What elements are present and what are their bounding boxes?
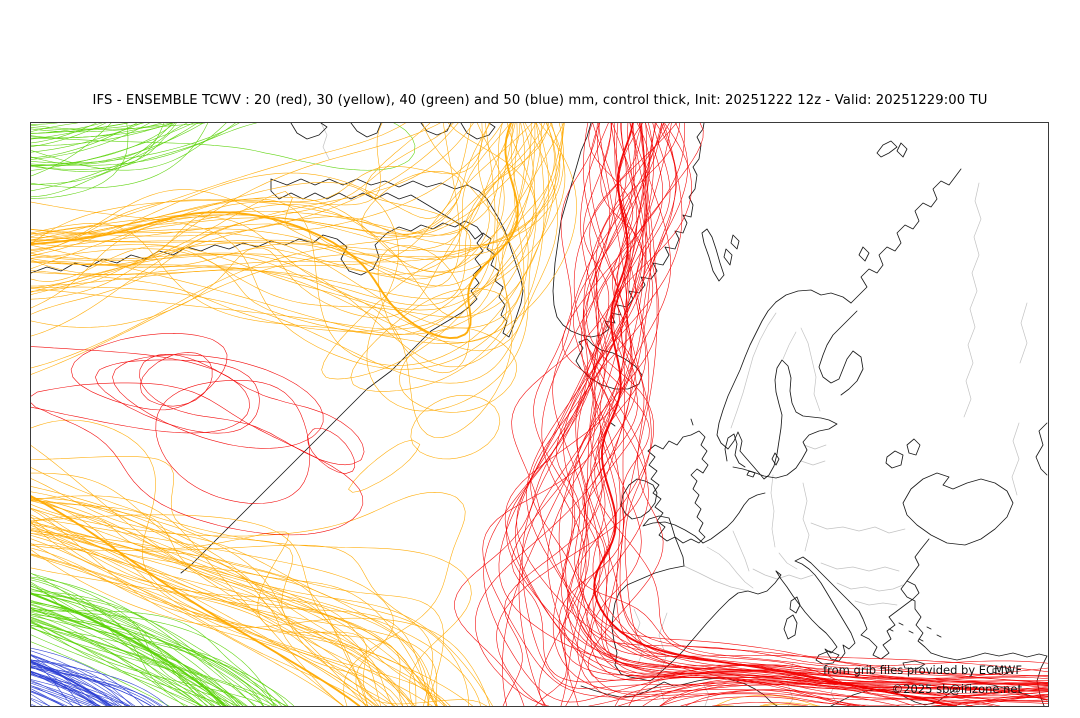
map-frame: from grib files provided by ECMWF ©2025 … — [30, 122, 1049, 707]
tcwv-ensemble-spaghetti-map — [31, 123, 1048, 706]
chart-title: IFS - ENSEMBLE TCWV : 20 (red), 30 (yell… — [92, 93, 988, 108]
credit-provider: from grib files provided by ECMWF — [823, 663, 1022, 677]
credit-copyright: ©2025 sb@irizone.net — [891, 682, 1022, 696]
